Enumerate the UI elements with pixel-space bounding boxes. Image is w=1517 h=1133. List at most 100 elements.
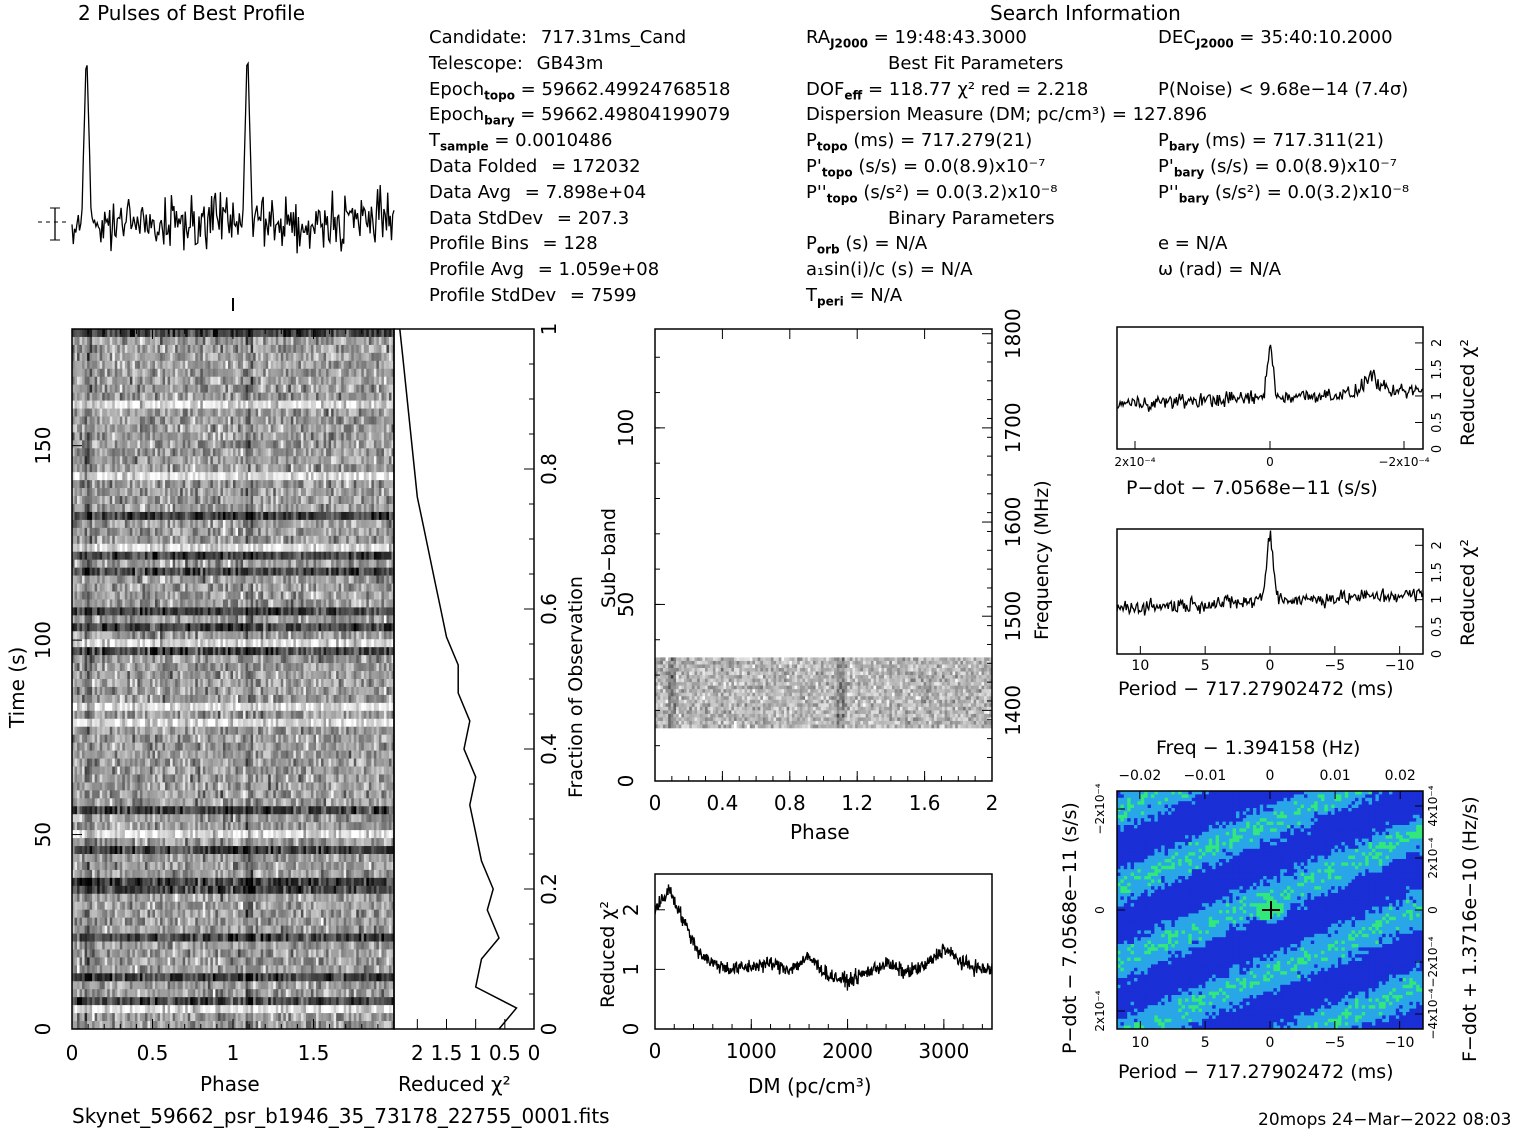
time-phase-cell	[119, 352, 123, 362]
time-phase-cell	[318, 408, 322, 417]
time-phase-cell	[92, 559, 95, 568]
time-phase-cell	[346, 344, 350, 354]
info-col1-row: Candidate: 717.31ms_Cand	[429, 27, 686, 48]
time-phase-cell	[346, 424, 350, 433]
time-phase-cell	[386, 416, 390, 425]
time-phase-cell	[263, 623, 267, 632]
time-phase-cell	[368, 480, 372, 489]
time-phase-cell	[112, 599, 116, 608]
time-phase-cell	[361, 559, 365, 568]
time-phase-cell	[348, 424, 352, 433]
time-phase-cell	[283, 424, 287, 433]
time-phase-cell	[313, 488, 317, 497]
time-phase-cell	[205, 400, 209, 409]
info-col1-row: Data StdDev = 207.3	[429, 208, 629, 229]
time-phase-cell	[200, 384, 204, 393]
time-phase-cell	[371, 472, 375, 481]
time-phase-cell	[233, 400, 236, 409]
time-phase-cell	[167, 535, 171, 545]
time-phase-cell	[381, 416, 385, 425]
time-phase-cell	[303, 384, 307, 393]
time-phase-cell	[210, 440, 214, 449]
time-phase-cell	[170, 384, 173, 393]
time-phase-cell	[114, 623, 118, 632]
time-phase-cell	[185, 408, 189, 417]
time-phase-cell	[235, 432, 239, 441]
time-phase-cell	[300, 527, 304, 537]
time-phase-cell	[187, 583, 191, 592]
time-phase-cell	[346, 511, 350, 521]
time-phase-cell	[160, 352, 163, 362]
time-phase-cell	[82, 472, 85, 481]
time-phase-cell	[368, 599, 372, 608]
time-phase-cell	[165, 456, 168, 465]
time-phase-cell	[99, 599, 103, 608]
time-phase-cell	[313, 543, 317, 553]
time-phase-cell	[210, 615, 214, 624]
time-phase-cell	[275, 599, 279, 608]
time-phase-cell	[295, 519, 299, 529]
time-phase-cell	[147, 456, 151, 465]
time-phase-cell	[225, 559, 229, 568]
time-phase-cell	[155, 567, 158, 576]
time-phase-cell	[333, 336, 337, 346]
time-phase-cell	[82, 416, 85, 425]
time-phase-cell	[366, 464, 370, 473]
time-phase-cell	[112, 368, 116, 378]
time-phase-cell	[147, 408, 151, 417]
time-phase-cell	[230, 607, 234, 616]
time-phase-cell	[207, 329, 211, 338]
time-phase-cell	[220, 400, 224, 409]
time-phase-cell	[238, 424, 241, 433]
time-phase-cell	[160, 599, 163, 608]
time-phase-cell	[114, 352, 118, 362]
time-phase-cell	[134, 424, 138, 433]
time-phase-cell	[283, 567, 287, 576]
info-value: = 19:48:43.3000	[868, 27, 1027, 48]
time-phase-cell	[351, 376, 355, 385]
time-phase-cell	[343, 527, 347, 537]
time-phase-cell	[160, 583, 163, 592]
time-phase-cell	[167, 424, 171, 433]
time-phase-cell	[97, 352, 100, 362]
time-phase-cell	[230, 376, 234, 385]
time-phase-cell	[207, 384, 211, 393]
time-phase-cell	[149, 376, 153, 385]
time-phase-cell	[376, 559, 380, 568]
time-phase-cell	[318, 551, 322, 560]
time-phase-cell	[250, 472, 254, 481]
time-phase-cell	[207, 607, 211, 616]
time-phase-cell	[260, 504, 264, 513]
time-phase-cell	[278, 352, 282, 362]
time-phase-cell	[77, 567, 80, 576]
time-phase-cell	[142, 511, 146, 521]
time-phase-cell	[200, 432, 204, 441]
time-phase-cell	[200, 623, 204, 632]
time-phase-cell	[248, 400, 251, 409]
time-phase-cell	[300, 551, 304, 560]
time-phase-cell	[298, 424, 302, 433]
time-phase-cell	[102, 575, 106, 584]
time-phase-cell	[353, 551, 357, 560]
time-phase-cell	[134, 472, 138, 481]
time-phase-cell	[210, 567, 214, 576]
time-phase-cell	[333, 527, 337, 537]
time-phase-cell	[122, 551, 126, 560]
time-phase-cell	[87, 416, 90, 425]
time-phase-cell	[77, 329, 80, 338]
time-phase-cell	[273, 464, 277, 473]
time-phase-cell	[114, 480, 118, 489]
time-phase-cell	[177, 472, 181, 481]
time-phase-cell	[343, 336, 347, 346]
time-phase-cell	[326, 519, 329, 529]
time-phase-cell	[87, 400, 90, 409]
time-phase-cell	[358, 575, 362, 584]
time-phase-cell	[358, 472, 362, 481]
time-phase-cell	[109, 567, 113, 576]
time-phase-cell	[273, 559, 277, 568]
time-phase-cell	[250, 504, 254, 513]
time-phase-cell	[109, 344, 113, 354]
time-phase-cell	[321, 591, 324, 600]
info-col1-row: Data Avg = 7.898e+04	[429, 182, 646, 203]
time-phase-cell	[343, 464, 347, 473]
